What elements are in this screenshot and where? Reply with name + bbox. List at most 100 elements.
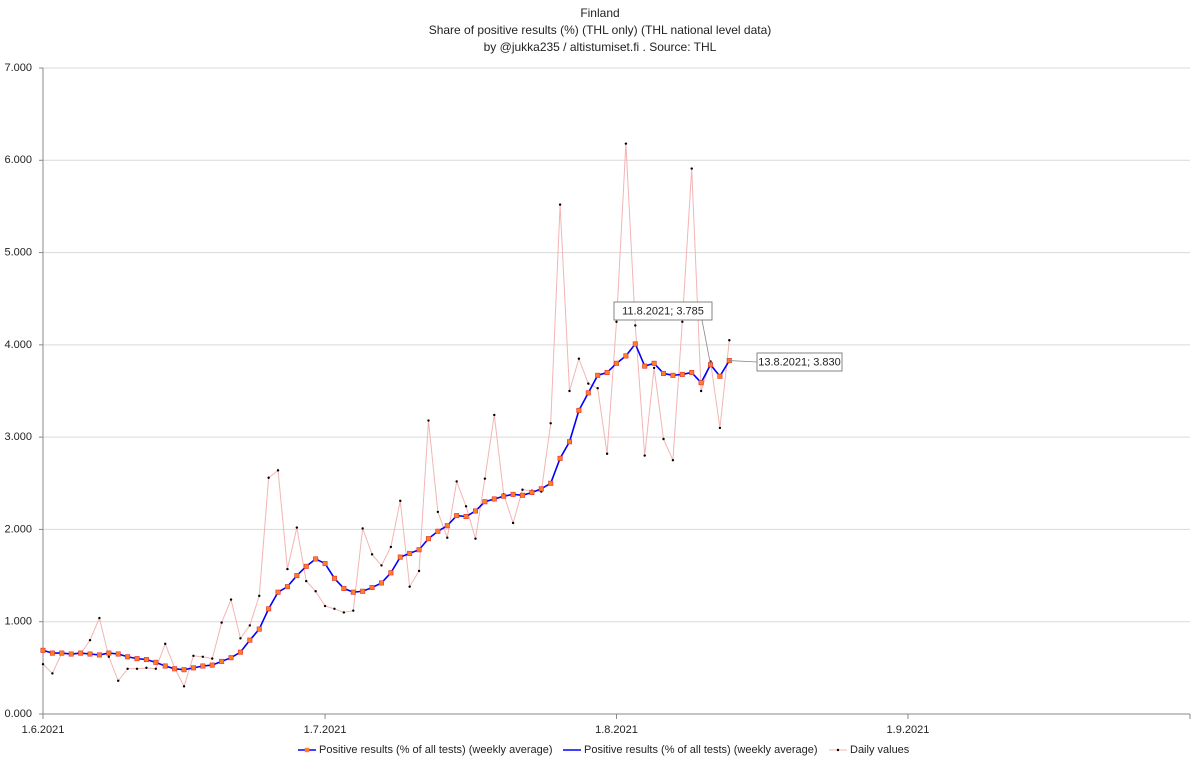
daily-point [652,366,656,370]
daily-point [615,320,618,323]
weekly-point [228,655,234,661]
weekly-point [689,370,695,376]
weekly-point [519,492,525,498]
daily-point [107,655,111,658]
weekly-point [115,651,121,657]
x-tick-label: 1.8.2021 [595,724,638,736]
weekly-point [247,637,253,643]
daily-point [474,537,477,540]
daily-point [201,655,205,658]
daily-point [399,499,402,503]
weekly-point [510,491,516,497]
annotation-box [756,352,843,372]
chart-title: Finland [580,6,619,20]
daily-point [446,536,449,539]
daily-point [718,426,722,430]
legend-label: Daily values [850,744,910,756]
weekly-point [407,550,413,556]
weekly-point [651,360,657,366]
weekly-point [96,652,102,658]
daily-point [98,616,101,620]
weekly-point [642,363,648,369]
weekly-point [529,490,535,496]
daily-point [587,382,590,385]
daily-point [558,203,562,206]
daily-point [455,480,458,483]
daily-point [521,488,524,491]
weekly-point [548,480,554,486]
daily-point [314,590,317,593]
weekly-point [209,662,215,668]
daily-point [605,452,609,455]
daily-point [117,679,120,682]
weekly-point [40,647,46,653]
weekly-point [454,513,460,519]
daily-point [380,564,383,567]
legend-item: Positive results (% of all tests) (weekl… [298,744,553,756]
legend-label: Positive results (% of all tests) (weekl… [584,744,818,756]
weekly-point [322,561,328,567]
weekly-point [698,380,704,386]
daily-point [464,505,468,508]
daily-point [436,510,440,514]
daily-point [248,624,252,627]
weekly-point [143,657,149,663]
daily-point [417,569,421,573]
weekly-point [472,508,478,514]
weekly-point [134,656,140,662]
weekly-point [378,580,384,586]
daily-point [681,320,684,323]
daily-point [51,672,54,675]
daily-point [511,521,515,525]
weekly-point [360,588,366,594]
x-tick-label: 1.6.2021 [22,724,65,736]
weekly-point [679,371,685,377]
daily-point [182,685,186,688]
annotation-text: 11.8.2021; 3.785 [622,305,704,317]
chart-subtitle: Share of positive results (%) (THL only)… [429,23,772,37]
y-tick-label: 2.000 [4,523,32,535]
weekly-point [350,589,356,595]
weekly-point [68,651,74,657]
weekly-point [369,585,375,591]
weekly-point [200,663,206,669]
weekly-point [416,547,422,553]
daily-point [643,454,646,457]
daily-point [624,142,628,145]
weekly-point [237,649,243,655]
weekly-point [59,650,65,656]
daily-point [577,357,581,360]
daily-point [276,469,280,472]
weekly-point [284,584,290,590]
legend-marker [836,748,840,752]
x-tick-label: 1.9.2021 [887,724,930,736]
weekly-point [717,373,723,379]
weekly-point [463,514,469,520]
y-tick-label: 1.000 [4,616,32,628]
daily-point [662,437,665,441]
y-tick-label: 3.000 [4,431,32,443]
weekly-point [613,360,619,366]
weekly-point [275,589,281,595]
weekly-point [491,496,497,502]
weekly-point [388,570,394,576]
weekly-point [538,486,544,492]
annotation-leader [729,360,758,363]
weekly-point [125,654,131,660]
weekly-point [632,341,638,347]
chart-byline: by @jukka235 / altistumiset.fi . Source:… [484,40,717,54]
daily-point [408,585,411,588]
daily-point [229,598,233,601]
y-tick-label: 0.000 [4,708,32,720]
weekly-point [181,667,187,673]
weekly-point [190,665,196,671]
weekly-point [566,439,572,445]
daily-point [323,604,327,608]
daily-point [389,545,393,549]
daily-point [220,621,223,624]
daily-point [145,666,148,670]
y-tick-label: 4.000 [4,339,32,351]
y-tick-label: 6.000 [4,154,32,166]
daily-point [154,667,158,670]
